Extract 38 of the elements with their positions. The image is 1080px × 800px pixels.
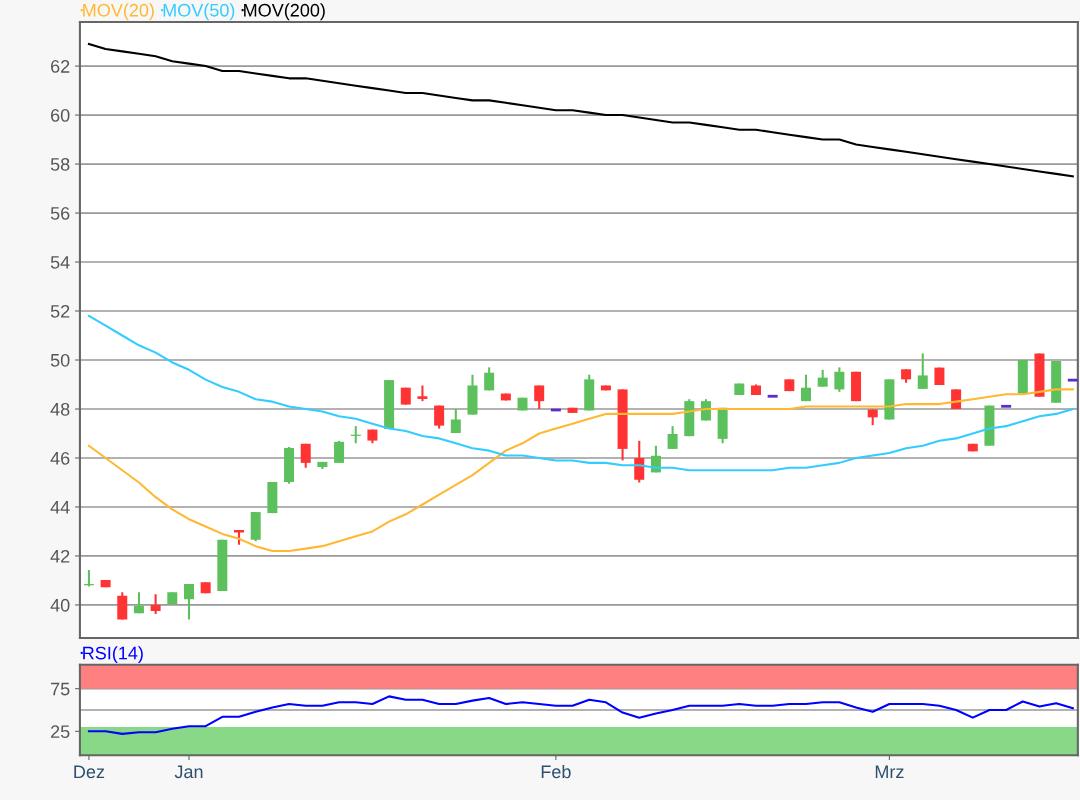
y-tick-label: 46	[50, 451, 70, 465]
candlestick	[450, 407, 461, 435]
y-tick-label: 54	[50, 256, 70, 269]
candlestick	[951, 388, 962, 411]
y-tick-label: 25	[51, 725, 70, 739]
y-tick-label: 48	[50, 402, 70, 416]
y-tick-label: 75	[51, 682, 70, 696]
candlestick	[634, 439, 645, 484]
line-series	[87, 695, 1074, 735]
candlestick	[117, 591, 128, 621]
candlestick	[334, 439, 345, 464]
y-tick-label: 58	[50, 157, 70, 171]
y-tick-label: 62	[51, 60, 70, 73]
y-tick-label: 44	[50, 501, 70, 514]
candlestick	[183, 583, 194, 621]
legend-label: RSI(14)	[83, 646, 143, 663]
y-tick-label: 52	[50, 304, 70, 318]
y-tick-label: 56	[50, 206, 70, 220]
x-tick-label: Feb	[541, 764, 571, 779]
candlestick	[534, 384, 545, 411]
y-tick-label: 60	[51, 109, 70, 122]
candlestick	[667, 425, 678, 450]
candlestick	[300, 442, 311, 469]
y-tick-label: 40	[50, 598, 70, 612]
legend-label: MOV(50)	[163, 3, 235, 21]
y-tick-label: 50	[50, 353, 70, 367]
candlestick	[834, 366, 845, 393]
x-tick-label: Jan	[174, 765, 203, 779]
y-tick-label: 42	[50, 549, 70, 563]
candlestick	[801, 373, 812, 403]
legend-label: MOV(200)	[244, 3, 325, 21]
line-series	[87, 388, 1074, 553]
candlestick	[917, 352, 928, 390]
x-tick-label: Mrz	[875, 765, 904, 779]
line-series	[87, 43, 1074, 178]
x-tick-label: Dez	[74, 765, 105, 779]
candlestick	[150, 593, 161, 616]
legend-label: MOV(20)	[83, 3, 154, 21]
